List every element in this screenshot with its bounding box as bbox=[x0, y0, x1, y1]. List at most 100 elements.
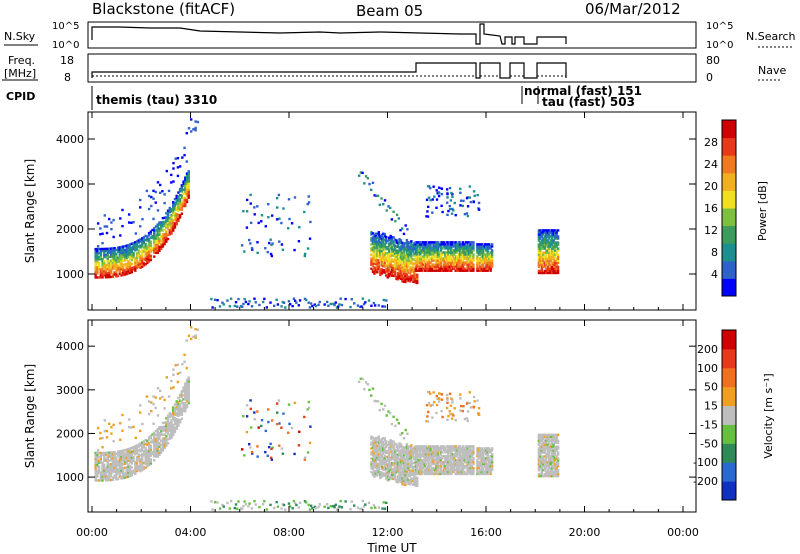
power-pixel bbox=[450, 245, 453, 248]
velocity-pixel bbox=[393, 475, 397, 479]
velocity-pixel bbox=[125, 473, 128, 477]
power-pixel bbox=[543, 245, 547, 248]
power-pixel bbox=[420, 259, 423, 262]
velocity-pixel bbox=[106, 479, 109, 482]
colorbar-tick-label: 200 bbox=[697, 343, 718, 356]
power-pixel bbox=[480, 257, 483, 260]
power-pixel bbox=[430, 249, 434, 252]
velocity-pixel bbox=[180, 391, 184, 395]
velocity-pixel bbox=[555, 463, 558, 466]
power-pixel bbox=[485, 243, 488, 246]
velocity-pixel bbox=[99, 453, 103, 457]
power-pixel bbox=[555, 235, 558, 238]
velocity-pixel bbox=[392, 477, 395, 481]
power-pixel bbox=[122, 245, 125, 248]
power-pixel bbox=[263, 297, 266, 301]
velocity-pixel bbox=[116, 477, 120, 481]
power-pixel bbox=[374, 256, 378, 260]
velocity-pixel bbox=[172, 406, 175, 409]
power-pixel bbox=[175, 200, 178, 204]
power-pixel bbox=[482, 257, 485, 260]
power-pixel bbox=[398, 262, 401, 265]
power-pixel bbox=[390, 260, 394, 263]
power-pixel bbox=[370, 231, 373, 234]
power-pixel bbox=[123, 253, 127, 256]
power-pixel bbox=[482, 247, 485, 250]
power-pixel bbox=[376, 258, 379, 262]
velocity-pixel bbox=[103, 451, 106, 455]
power-colorbar-label: Power [dB] bbox=[756, 181, 769, 241]
power-pixel bbox=[457, 265, 460, 268]
power-pixel bbox=[540, 245, 544, 248]
power-pixel bbox=[553, 229, 557, 232]
power-pixel bbox=[137, 265, 140, 268]
velocity-pixel bbox=[543, 449, 547, 452]
velocity-pixel bbox=[477, 447, 481, 450]
velocity-pixel bbox=[537, 443, 541, 446]
power-pixel bbox=[386, 268, 389, 271]
power-pixel bbox=[551, 231, 554, 234]
power-pixel bbox=[166, 233, 170, 237]
velocity-pixel bbox=[187, 399, 190, 403]
velocity-pixel bbox=[542, 465, 545, 468]
velocity-pixel bbox=[128, 447, 132, 450]
velocity-pixel bbox=[137, 445, 140, 448]
power-pixel bbox=[386, 264, 389, 267]
velocity-pixel bbox=[486, 462, 489, 466]
velocity-pixel bbox=[373, 473, 376, 476]
velocity-pixel bbox=[421, 455, 425, 458]
velocity-pixel bbox=[460, 470, 463, 474]
power-pixel bbox=[545, 243, 548, 246]
power-pixel bbox=[407, 261, 410, 264]
velocity-pixel bbox=[546, 445, 549, 448]
velocity-pixel bbox=[435, 466, 438, 470]
velocity-pixel bbox=[424, 470, 428, 474]
velocity-pixel bbox=[405, 468, 409, 472]
power-pixel bbox=[118, 246, 121, 249]
power-pixel bbox=[386, 262, 389, 265]
power-pixel bbox=[111, 263, 115, 266]
power-pixel bbox=[455, 255, 459, 258]
power-pixel bbox=[267, 202, 270, 206]
power-pixel bbox=[548, 231, 551, 234]
power-pixel bbox=[430, 263, 434, 266]
velocity-pixel bbox=[303, 456, 307, 459]
velocity-pixel bbox=[430, 472, 434, 476]
velocity-pixel bbox=[187, 376, 190, 379]
velocity-pixel bbox=[380, 440, 384, 443]
velocity-pixel bbox=[367, 501, 371, 505]
power-pixel bbox=[401, 257, 404, 261]
velocity-pixel bbox=[267, 420, 270, 424]
power-pixel bbox=[228, 305, 232, 308]
power-pixel bbox=[414, 245, 417, 248]
velocity-pixel bbox=[404, 475, 407, 479]
power-pixel bbox=[185, 178, 189, 181]
velocity-pixel bbox=[172, 414, 175, 417]
velocity-pixel bbox=[420, 466, 423, 470]
velocity-pixel bbox=[132, 447, 135, 451]
velocity-pixel bbox=[386, 469, 389, 472]
power-pixel bbox=[552, 261, 555, 265]
power-pixel bbox=[420, 245, 423, 248]
velocity-pixel bbox=[410, 461, 413, 465]
power-pixel bbox=[178, 197, 182, 201]
velocity-pixel bbox=[490, 447, 494, 450]
power-pixel bbox=[94, 262, 97, 265]
velocity-pixel bbox=[404, 481, 407, 485]
power-pixel bbox=[161, 241, 165, 244]
velocity-pixel bbox=[472, 453, 475, 456]
power-pixel bbox=[490, 253, 494, 256]
velocity-pixel bbox=[447, 472, 450, 476]
velocity-pixel bbox=[371, 440, 375, 443]
power-pixel bbox=[115, 262, 118, 266]
power-pixel bbox=[433, 259, 437, 262]
velocity-pixel bbox=[537, 453, 541, 456]
colorbar-tick-label: -100 bbox=[693, 456, 718, 469]
velocity-pixel bbox=[429, 455, 432, 458]
velocity-pixel bbox=[178, 421, 182, 424]
power-pixel bbox=[281, 300, 285, 304]
power-pixel bbox=[477, 251, 481, 254]
power-pixel bbox=[476, 267, 479, 270]
velocity-pixel bbox=[380, 402, 383, 406]
power-pixel bbox=[141, 217, 144, 221]
